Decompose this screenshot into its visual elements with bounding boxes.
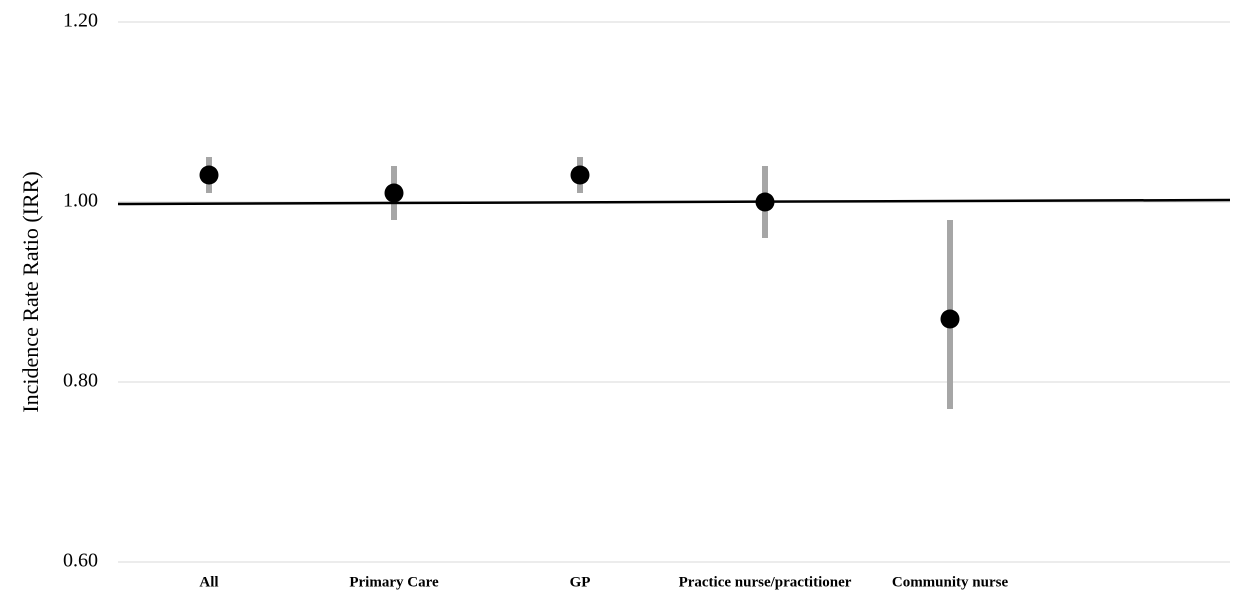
x-category-label: All — [199, 574, 218, 590]
estimate-point — [384, 183, 404, 203]
x-category-label: Community nurse — [892, 574, 1009, 590]
y-tick-label: 1.00 — [63, 190, 98, 212]
estimate-point — [755, 192, 775, 212]
estimate-point — [570, 165, 590, 185]
x-axis-categories: All Primary Care GP Practice nurse/practiti… — [199, 574, 1008, 590]
confidence-intervals — [206, 157, 953, 409]
reference-line — [117, 198, 1231, 206]
y-axis-ticks: 1.20 1.00 0.80 0.60 — [63, 10, 98, 572]
estimate-point — [940, 309, 960, 329]
estimate-point — [199, 165, 219, 185]
x-category-label: Practice nurse/practitioner — [679, 574, 852, 590]
gridlines — [118, 21, 1230, 563]
reference-line-layer — [117, 198, 1231, 206]
x-category-label: GP — [570, 574, 591, 590]
estimate-points — [199, 165, 960, 329]
x-category-label: Primary Care — [349, 574, 439, 590]
y-axis-title: Incidence Rate Ratio (IRR) — [18, 171, 43, 412]
y-tick-label: 0.60 — [63, 550, 98, 572]
y-tick-label: 0.80 — [63, 370, 98, 392]
y-tick-label: 1.20 — [63, 10, 98, 32]
